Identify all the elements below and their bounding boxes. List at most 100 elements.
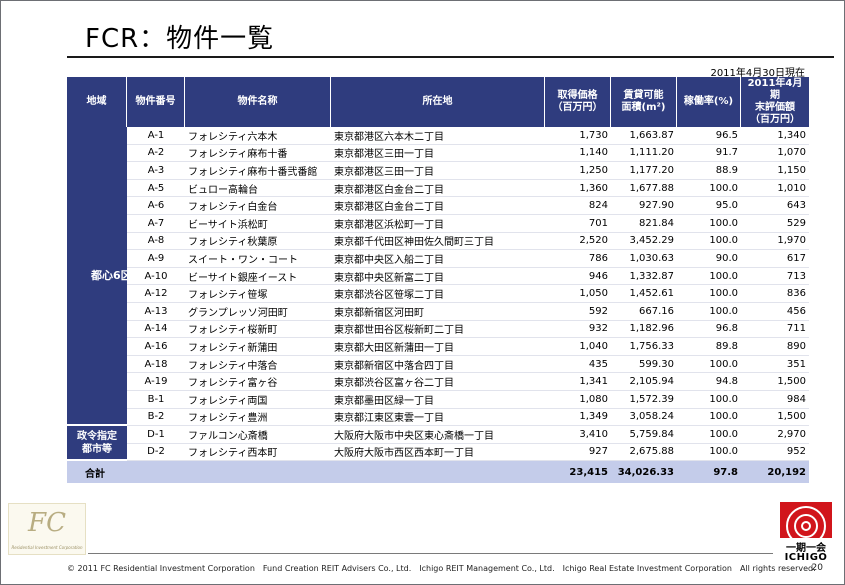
cell-area: 599.30 <box>611 356 677 374</box>
cell-name: フォレシティ六本木 <box>185 127 331 145</box>
cell-address: 東京都港区白金台二丁目 <box>331 197 545 215</box>
cell-valuation: 456 <box>741 303 809 321</box>
header-name: 物件名称 <box>185 77 331 127</box>
table-row: A-3 フォレシティ麻布十番弐番館 東京都港区三田一丁目 1,250 1,177.20 8… <box>67 162 809 180</box>
region-osaka-line1: 政令指定 <box>77 430 117 442</box>
cell-address: 東京都渋谷区笹塚二丁目 <box>331 285 545 303</box>
header-code: 物件番号 <box>127 77 185 127</box>
cell-address: 東京都墨田区緑一丁目 <box>331 391 545 409</box>
cell-valuation: 1,010 <box>741 180 809 198</box>
cell-name: フォレシティ新蒲田 <box>185 338 331 356</box>
cell-occupancy: 100.0 <box>677 268 741 286</box>
cell-valuation: 1,340 <box>741 127 809 145</box>
cell-price: 1,040 <box>545 338 611 356</box>
cell-occupancy: 100.0 <box>677 444 741 462</box>
total-row: 合計 23,415 34,026.33 97.8 20,192 <box>67 461 809 484</box>
table-row: A-9 スイート・ワン・コート 東京都中央区入船二丁目 786 1,030.63 90.0… <box>67 250 809 268</box>
cell-price: 786 <box>545 250 611 268</box>
header-occupancy: 稼働率(%) <box>677 77 741 127</box>
cell-area: 821.84 <box>611 215 677 233</box>
cell-area: 2,675.88 <box>611 444 677 462</box>
cell-address: 東京都港区三田一丁目 <box>331 145 545 163</box>
cell-area: 1,572.39 <box>611 391 677 409</box>
cell-occupancy: 100.0 <box>677 285 741 303</box>
cell-area: 667.16 <box>611 303 677 321</box>
cell-address: 東京都港区三田一丁目 <box>331 162 545 180</box>
ichigo-logo-en: ICHIGO <box>784 552 828 563</box>
cell-valuation: 643 <box>741 197 809 215</box>
ichigo-logo-jp: 一期一会 <box>786 543 826 554</box>
table-row: A-8 フォレシティ秋葉原 東京都千代田区神田佐久間町三丁目 2,520 3,452.2… <box>67 233 809 251</box>
header-valuation-line3: （百万円） <box>750 114 800 125</box>
cell-area: 1,756.33 <box>611 338 677 356</box>
cell-name: ビーサイト浜松町 <box>185 215 331 233</box>
cell-occupancy: 90.0 <box>677 250 741 268</box>
cell-valuation: 1,500 <box>741 373 809 391</box>
cell-area: 1,677.88 <box>611 180 677 198</box>
table-row: A-6 フォレシティ白金台 東京都港区白金台二丁目 824 927.90 95.0 643 <box>67 197 809 215</box>
cell-valuation: 1,070 <box>741 145 809 163</box>
cell-name: フォレシティ富ヶ谷 <box>185 373 331 391</box>
cell-price: 1,250 <box>545 162 611 180</box>
table-row: A-12 フォレシティ笹塚 東京都渋谷区笹塚二丁目 1,050 1,452.61 100.… <box>67 285 809 303</box>
table-row: 都心6区及び城南4区 A-1 フォレシティ六本木 東京都港区六本木二丁目 1,7… <box>67 127 809 427</box>
cell-code: A-6 <box>127 197 185 215</box>
ichigo-logo: 一期一会 ICHIGO <box>780 502 832 564</box>
cell-address: 東京都大田区新蒲田一丁目 <box>331 338 545 356</box>
page-number: 20 <box>811 563 823 573</box>
cell-area: 3,452.29 <box>611 233 677 251</box>
cell-address: 東京都新宿区中落合四丁目 <box>331 356 545 374</box>
table-row: A-10 ビーサイト銀座イースト 東京都中央区新富二丁目 946 1,332.87 100… <box>67 268 809 286</box>
table-body: 都心6区及び城南4区 A-1 フォレシティ六本木 東京都港区六本木二丁目 1,7… <box>67 127 809 484</box>
cell-name: ファルコン心斎橋 <box>185 426 331 444</box>
table-row: A-14 フォレシティ桜新町 東京都世田谷区桜新町二丁目 932 1,182.96 96.… <box>67 321 809 339</box>
cell-code: A-7 <box>127 215 185 233</box>
cell-address: 東京都港区白金台二丁目 <box>331 180 545 198</box>
fcr-logo-mark: FC <box>28 508 66 538</box>
cell-address: 東京都渋谷区富ヶ谷二丁目 <box>331 373 545 391</box>
cell-price: 435 <box>545 356 611 374</box>
title-underline <box>67 56 834 58</box>
region-osaka-line2: 都市等 <box>82 443 112 455</box>
table-row: A-16 フォレシティ新蒲田 東京都大田区新蒲田一丁目 1,040 1,756.33 89… <box>67 338 809 356</box>
cell-area: 1,452.61 <box>611 285 677 303</box>
cell-code: A-16 <box>127 338 185 356</box>
table-header-row: 地域 物件番号 物件名称 所在地 取得価格 （百万円） 賃貸可能 面積(m²) 稼働… <box>67 77 809 127</box>
cell-price: 1,080 <box>545 391 611 409</box>
footer-copyright: © 2011 FC Residential Investment Corpora… <box>67 564 816 573</box>
table-row: B-1 フォレシティ両国 東京都墨田区緑一丁目 1,080 1,572.39 100.0 9… <box>67 391 809 409</box>
cell-valuation: 984 <box>741 391 809 409</box>
cell-code: D-1 <box>127 426 185 444</box>
header-valuation: 2011年4月期 末評価額 （百万円） <box>741 77 809 127</box>
cell-price: 701 <box>545 215 611 233</box>
cell-area: 1,663.87 <box>611 127 677 145</box>
cell-address: 大阪府大阪市西区西本町一丁目 <box>331 444 545 462</box>
as-of-date: 2011年4月30日現在 <box>710 68 805 79</box>
fcr-logo-subtitle: Residential Investment Corporation <box>11 545 83 550</box>
cell-name: フォレシティ桜新町 <box>185 321 331 339</box>
cell-address: 東京都新宿区河田町 <box>331 303 545 321</box>
cell-area: 927.90 <box>611 197 677 215</box>
cell-code: A-9 <box>127 250 185 268</box>
property-table: 地域 物件番号 物件名称 所在地 取得価格 （百万円） 賃貸可能 面積(m²) 稼働… <box>67 77 809 484</box>
cell-valuation: 836 <box>741 285 809 303</box>
cell-code: B-1 <box>127 391 185 409</box>
cell-name: スイート・ワン・コート <box>185 250 331 268</box>
table-row: A-5 ビュロー高輪台 東京都港区白金台二丁目 1,360 1,677.88 100.0 1… <box>67 180 809 198</box>
cell-area: 3,058.24 <box>611 409 677 427</box>
cell-valuation: 1,500 <box>741 409 809 427</box>
cell-valuation: 713 <box>741 268 809 286</box>
cell-area: 5,759.84 <box>611 426 677 444</box>
cell-area: 1,182.96 <box>611 321 677 339</box>
cell-code: A-19 <box>127 373 185 391</box>
cell-occupancy: 100.0 <box>677 391 741 409</box>
header-price-line2: （百万円） <box>552 102 603 113</box>
cell-occupancy: 96.5 <box>677 127 741 145</box>
table-row: A-18 フォレシティ中落合 東京都新宿区中落合四丁目 435 599.30 100.0 3… <box>67 356 809 374</box>
cell-occupancy: 100.0 <box>677 303 741 321</box>
ichigo-logo-mark <box>780 502 832 538</box>
cell-area: 1,332.87 <box>611 268 677 286</box>
table-row: 政令指定 都市等 D-1 ファルコン心斎橋 大阪府大阪市中央区東心斎橋一丁目 3,410… <box>67 426 809 462</box>
header-price-line1: 取得価格 <box>557 90 598 101</box>
cell-code: A-18 <box>127 356 185 374</box>
